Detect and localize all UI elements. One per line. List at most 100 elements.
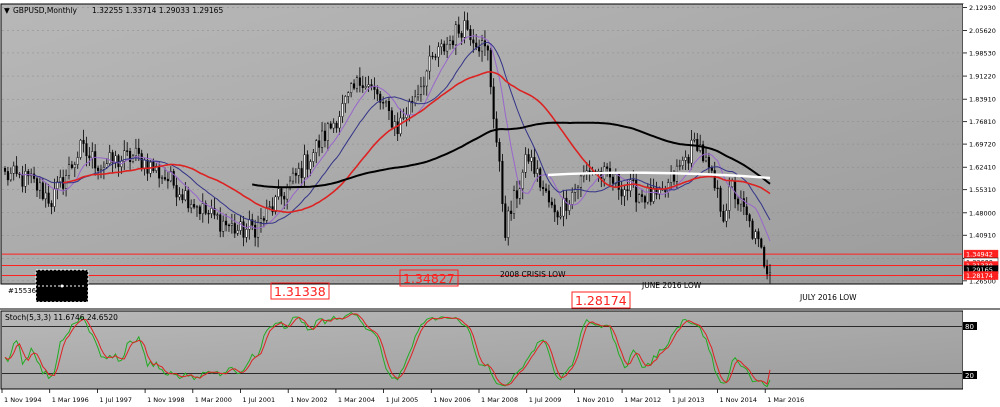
candle-body xyxy=(463,20,466,38)
date-axis-label: 1 Mar 2012 xyxy=(624,396,661,404)
candle-body xyxy=(681,160,684,166)
candle-body xyxy=(678,165,681,167)
candle-body xyxy=(355,77,359,89)
stoch-signal-line xyxy=(4,313,771,386)
date-axis-label: 1 Nov 1998 xyxy=(147,396,185,404)
candle-body xyxy=(27,171,30,177)
candle-body xyxy=(6,171,9,181)
candle-body xyxy=(24,171,27,187)
candle-body xyxy=(507,210,510,238)
candle-body xyxy=(562,197,565,217)
moving-averages xyxy=(19,35,771,242)
candle-body xyxy=(303,154,306,178)
candle-body xyxy=(472,39,475,44)
candle-body xyxy=(338,116,341,129)
candle-body xyxy=(521,171,524,189)
candle-body xyxy=(457,24,460,34)
date-axis-label: 1 Nov 2014 xyxy=(720,396,758,404)
candle-body xyxy=(70,164,73,168)
candle-body xyxy=(33,173,36,179)
candle-body xyxy=(245,229,248,238)
price-axis-label: 1.55310 xyxy=(969,186,996,194)
candle-body xyxy=(620,189,623,197)
candle-body xyxy=(498,142,501,162)
candle-body xyxy=(687,156,690,164)
candle-body xyxy=(280,188,283,197)
candle-body xyxy=(277,188,280,198)
candle-body xyxy=(146,159,149,174)
candle-body xyxy=(318,140,321,148)
candle-body xyxy=(384,101,388,104)
candle-body xyxy=(550,201,553,206)
candle-body xyxy=(760,238,763,248)
candle-body xyxy=(283,195,286,200)
price-tag-label: 1.29165 xyxy=(966,266,993,274)
candle-body xyxy=(178,194,181,198)
candle-body xyxy=(382,102,385,104)
candle-body xyxy=(632,179,635,181)
candle-body xyxy=(713,170,716,189)
candle-body xyxy=(731,180,734,188)
candle-body xyxy=(79,140,82,158)
candle-body xyxy=(702,144,705,162)
candle-body xyxy=(341,103,344,117)
candle-body xyxy=(227,224,231,227)
candle-body xyxy=(286,186,289,200)
candle-body xyxy=(262,218,265,221)
date-axis-label: 1 Nov 2010 xyxy=(576,396,614,404)
candle-body xyxy=(181,194,184,201)
stoch-level-80-tag xyxy=(963,322,977,330)
price-tag xyxy=(963,271,999,280)
candle-body xyxy=(213,208,216,216)
ma-red-line xyxy=(63,71,771,214)
stochastic-label: Stoch(5,3,3) 11.6746 24.6520 xyxy=(5,313,118,322)
candle-body xyxy=(611,176,614,184)
candle-body xyxy=(306,154,309,170)
candle-body xyxy=(332,122,335,129)
candle-body xyxy=(76,157,79,165)
candle-body xyxy=(734,180,737,200)
candle-body xyxy=(239,221,242,231)
candle-body xyxy=(94,151,97,169)
candle-body xyxy=(309,161,312,170)
candle-body xyxy=(515,190,518,199)
candle-body xyxy=(704,156,708,162)
price-axis-label: 1.40910 xyxy=(969,232,996,240)
candle-body xyxy=(766,266,769,275)
candle-body xyxy=(527,154,530,162)
candle-body xyxy=(184,190,187,201)
candle-body xyxy=(742,198,745,207)
candle-body xyxy=(524,154,527,173)
candle-body xyxy=(300,168,303,178)
candle-body xyxy=(670,172,673,183)
stochastic-plot-area[interactable] xyxy=(0,310,964,390)
candle-body xyxy=(73,164,76,168)
candle-body xyxy=(225,220,228,226)
candle-body xyxy=(297,168,300,176)
candle-body xyxy=(719,187,722,212)
candle-body xyxy=(643,196,646,203)
ma-fast-line xyxy=(19,35,771,242)
candle-body xyxy=(478,46,481,52)
candle-body xyxy=(210,208,213,214)
candle-body xyxy=(137,147,140,154)
candle-body xyxy=(576,187,580,190)
trade-box-center xyxy=(60,284,64,288)
candle-body xyxy=(626,189,629,192)
candle-body xyxy=(265,207,268,221)
candle-body xyxy=(158,165,161,179)
date-axis-label: 1 Mar 2004 xyxy=(338,396,375,404)
candle-body xyxy=(489,49,492,88)
candle-body xyxy=(91,151,94,159)
candle-body xyxy=(387,101,391,111)
candle-body xyxy=(640,194,644,197)
candle-body xyxy=(312,152,315,162)
candle-body xyxy=(396,121,399,134)
trade-label: #155363 xyxy=(8,287,41,295)
candle-body xyxy=(402,117,405,119)
price-axis-label: 1.91220 xyxy=(969,73,996,81)
candle-body xyxy=(510,210,513,214)
level-box-3-text: 1.28174 xyxy=(575,293,627,308)
candle-body xyxy=(187,190,190,209)
